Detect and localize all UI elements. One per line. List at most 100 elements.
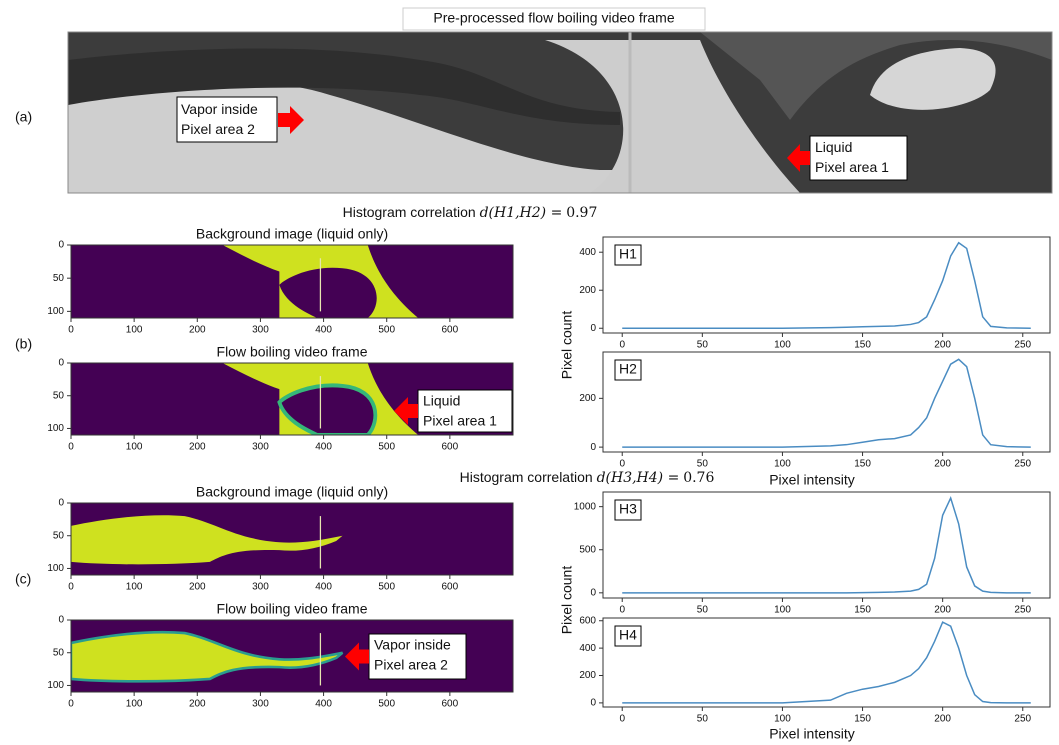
annotation: Vapor inside Pixel area 2 [176,96,304,143]
y-tick-label: 100 [47,563,64,574]
y-tick-label: 50 [53,273,65,284]
correlation: Histogram correlation d(H3,H4) = 0.76 [460,469,715,486]
x-tick-label: 400 [315,325,332,336]
x-tick-label: 200 [189,325,206,336]
annotation-line: Vapor inside [181,101,258,117]
y-tick-label: 0 [590,323,596,334]
y-tick-label: 100 [47,306,64,317]
x-tick-label: 250 [1014,605,1031,616]
x-tick-label: 100 [126,582,143,593]
x-tick-label: 100 [126,442,143,453]
x-tick-label: 500 [378,582,395,593]
axes-frame [70,244,514,319]
chart-label: H2 [619,361,637,377]
y-tick-label: 600 [579,615,596,626]
y-tick-label: 200 [579,670,596,681]
y-tick-label: 200 [579,285,596,296]
y-axis-label: Pixel count [559,566,575,635]
x-tick-label: 600 [442,442,459,453]
chart-title: Flow boiling video frame [217,601,368,617]
x-tick-label: 150 [854,459,871,470]
x-tick-label: 250 [1014,459,1031,470]
correlation-expression: d(H3,H4) = [597,470,680,486]
frame-image [67,31,1053,194]
axes-frame [602,351,1051,453]
x-tick-label: 250 [1014,340,1031,351]
frame-title-box [402,7,706,31]
x-tick-label: 50 [697,605,709,616]
label-box [614,499,642,521]
annotation: Liquid Pixel area 1 [787,135,908,181]
svg-text:Pixel area 1: Pixel area 1 [815,159,889,175]
x-tick-label: 50 [697,340,709,351]
annotation-line: Pixel area 2 [181,121,255,137]
x-tick-label: 100 [126,699,143,710]
x-tick-label: 200 [189,442,206,453]
correlation-label: Histogram correlation [343,204,476,220]
chart-title: Background image (liquid only) [196,226,388,242]
y-tick-label: 0 [590,442,596,453]
chart-label: H1 [619,246,637,262]
y-tick-label: 50 [53,647,65,658]
panel-label: (c) [15,571,31,587]
annotation-line: Pixel area 1 [423,413,497,429]
x-tick-label: 150 [854,340,871,351]
y-tick-label: 200 [579,393,596,404]
correlation-value: 0.97 [566,205,597,221]
annotation-line: Vapor inside [374,637,451,653]
axes-frame [602,236,1051,334]
y-tick-label: 400 [579,247,596,258]
svg-text:Vapor inside: Vapor inside [181,101,258,117]
x-tick-label: 50 [697,714,709,725]
correlation-label: Histogram correlation [460,469,593,485]
annotation-box [417,389,513,433]
svg-text:Liquid: Liquid [815,139,852,155]
annotation-line: Pixel area 2 [374,657,448,673]
chart-title: Background image (liquid only) [196,484,388,500]
annotation-line: Liquid [815,139,852,155]
x-tick-label: 400 [315,582,332,593]
y-tick-label: 0 [590,587,596,598]
liquid-region [71,632,343,682]
label-box [614,625,642,647]
panel-label: (a) [15,109,32,125]
chart-label: H3 [619,501,637,517]
histogram-line [622,241,1031,329]
x-tick-label: 300 [252,442,269,453]
correlation-value: 0.76 [683,470,714,486]
x-tick-label: 150 [854,605,871,616]
x-tick-label: 0 [68,582,74,593]
y-tick-label: 0 [58,498,64,509]
y-tick-label: 50 [53,390,65,401]
axes-frame [70,619,514,693]
y-tick-label: 50 [53,530,65,541]
chart-label: H4 [619,627,637,643]
arrow [394,397,418,425]
label-box [614,244,642,266]
correlation-expression: d(H1,H2) = [480,205,563,221]
y-tick-label: 100 [47,680,64,691]
heatmap [71,363,513,435]
x-tick-label: 400 [315,699,332,710]
x-tick-label: 300 [252,325,269,336]
x-tick-label: 100 [126,325,143,336]
x-tick-label: 500 [378,699,395,710]
label-box [614,359,642,381]
y-tick-label: 500 [579,544,596,555]
histogram-line [622,495,1031,594]
y-tick-label: 0 [590,698,596,709]
x-tick-label: 50 [697,459,709,470]
x-tick-label: 500 [378,325,395,336]
x-tick-label: 200 [934,459,951,470]
y-axis-label: Pixel count [559,311,575,380]
x-tick-label: 0 [68,442,74,453]
svg-text:Pixel area 2: Pixel area 2 [181,121,255,137]
x-tick-label: 100 [774,714,791,725]
x-tick-label: 600 [442,325,459,336]
frame-title: Pre-processed flow boiling video frame [433,10,674,26]
axes-frame [70,362,514,436]
y-tick-label: 1000 [574,501,597,512]
chart-title: Flow boiling video frame [217,344,368,360]
x-tick-label: 100 [774,459,791,470]
